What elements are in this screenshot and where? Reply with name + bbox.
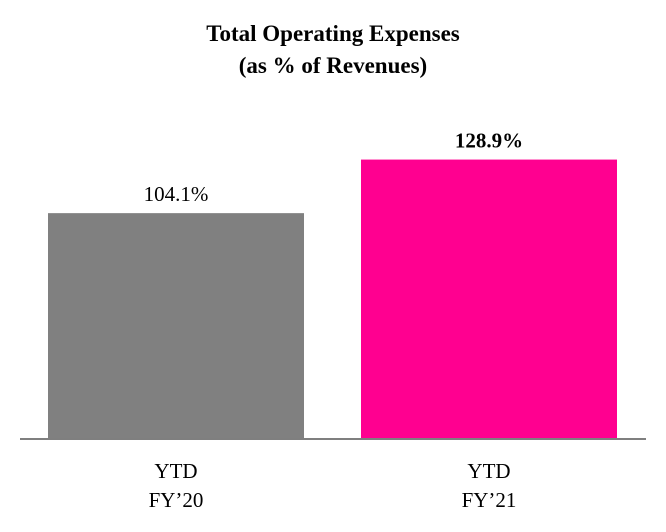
data-label-1: 104.1% <box>144 182 209 206</box>
chart-title: Total Operating Expenses <box>206 21 460 46</box>
category-label-1-line-2: FY’20 <box>149 488 204 512</box>
data-label-2: 128.9% <box>455 129 523 153</box>
chart-title-block: Total Operating Expenses (as % of Revenu… <box>0 18 666 82</box>
category-label-1-line-1: YTD <box>154 459 197 483</box>
bars-group <box>48 159 617 439</box>
bar-1 <box>48 213 304 438</box>
category-labels-group: YTD FY’20 YTD FY’21 <box>149 459 517 512</box>
category-label-2-line-1: YTD <box>467 459 510 483</box>
bar-2 <box>361 159 617 439</box>
category-label-2-line-2: FY’21 <box>462 488 517 512</box>
chart-subtitle: (as % of Revenues) <box>238 53 428 78</box>
value-labels-group: 104.1% 128.9% <box>144 129 524 207</box>
